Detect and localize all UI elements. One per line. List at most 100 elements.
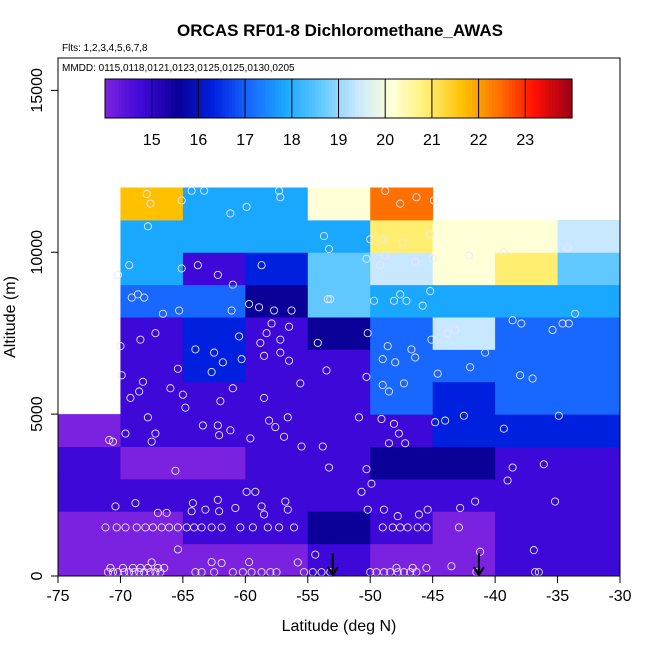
heatmap-cell — [370, 446, 434, 480]
colorbar-tick-label: 15 — [143, 132, 161, 149]
sample-point — [378, 235, 387, 244]
sample-point — [429, 196, 438, 205]
colorbar-swatch — [105, 79, 109, 118]
colorbar-swatch — [408, 79, 413, 118]
colorbar-swatch — [491, 79, 496, 118]
colorbar-swatch — [478, 79, 483, 118]
sample-point — [275, 186, 284, 195]
colorbar-swatch — [121, 79, 126, 118]
heatmap-cell — [58, 446, 121, 480]
sample-point — [378, 523, 387, 532]
heatmap-cell — [307, 414, 371, 447]
colorbar-swatch — [275, 79, 280, 118]
heatmap-cell — [245, 381, 309, 415]
colorbar-swatch — [291, 79, 296, 118]
sample-point — [248, 523, 257, 532]
sample-point — [207, 523, 216, 532]
sample-point — [418, 301, 427, 310]
x-tick-label: -50 — [359, 588, 382, 605]
heatmap-cell — [432, 543, 496, 577]
colorbar-tick-label: 20 — [376, 132, 394, 149]
heatmap-cell — [307, 284, 371, 318]
heatmap-cell — [432, 446, 496, 480]
sample-point — [563, 243, 572, 252]
sample-point — [257, 261, 266, 270]
sample-point — [117, 371, 126, 380]
sample-point — [171, 466, 180, 475]
heatmap-cell — [370, 381, 434, 415]
sample-point — [363, 329, 372, 338]
sample-point — [389, 296, 399, 305]
heatmap-cells — [58, 187, 621, 577]
sample-point — [131, 499, 140, 508]
colorbar-swatch — [448, 79, 453, 118]
x-tick-label: -65 — [171, 588, 194, 605]
sample-point — [422, 563, 431, 572]
sample-point — [311, 550, 320, 559]
sample-point — [217, 559, 226, 568]
sample-point — [378, 380, 387, 390]
x-tick-label: -35 — [546, 588, 569, 605]
heatmap-cell — [432, 511, 496, 545]
sample-point — [423, 505, 432, 514]
heatmap-cell — [557, 349, 621, 383]
sample-point — [235, 332, 244, 341]
sample-point — [227, 306, 236, 315]
sample-point — [193, 261, 202, 270]
sample-point — [570, 309, 580, 318]
sample-point — [105, 435, 114, 445]
sample-point — [200, 186, 209, 195]
heatmap-cell — [182, 284, 246, 318]
sample-point — [260, 351, 269, 360]
colorbar-swatch — [558, 79, 563, 118]
heatmap-cell — [495, 414, 559, 447]
colorbar-swatch — [281, 79, 286, 118]
colorbar — [104, 78, 573, 119]
sample-point — [118, 563, 127, 572]
heatmap-cell — [557, 478, 621, 512]
heatmap-cell — [432, 284, 496, 318]
sample-point — [366, 235, 375, 244]
colorbar-swatch — [361, 79, 366, 118]
heatmap-cell — [495, 219, 559, 253]
colorbar-swatch — [441, 79, 446, 118]
heatmap-cell — [58, 543, 121, 577]
colorbar-swatch — [481, 79, 486, 118]
sample-point — [265, 416, 274, 425]
x-tick-label: -70 — [109, 588, 132, 605]
sample-point — [187, 186, 196, 195]
heatmap-cell — [432, 349, 496, 383]
colorbar-swatch — [545, 79, 550, 118]
y-tick-label: 10000 — [29, 230, 46, 275]
sample-point — [140, 293, 149, 302]
sample-point — [210, 348, 219, 357]
sample-point — [464, 251, 473, 260]
sample-point — [443, 329, 452, 338]
colorbar-swatch — [145, 79, 149, 118]
colorbar-swatch — [415, 79, 420, 118]
sample-point — [456, 503, 465, 513]
colorbar-swatch — [351, 79, 356, 118]
sample-point — [281, 497, 290, 506]
sample-point — [275, 523, 284, 532]
heatmap-cell — [120, 381, 184, 415]
sample-point — [147, 437, 156, 446]
sample-point — [441, 416, 450, 425]
heatmap-cell — [245, 349, 309, 383]
heatmap-cell — [495, 349, 559, 383]
colorbar-swatch — [425, 79, 430, 118]
sample-point — [173, 545, 182, 554]
sample-point — [215, 431, 224, 440]
sample-point — [132, 523, 141, 532]
colorbar-swatch — [195, 79, 199, 118]
heatmap-cell — [245, 543, 309, 577]
colorbar-swatch — [285, 79, 290, 118]
colorbar-swatch — [395, 79, 400, 118]
sample-point — [198, 421, 207, 430]
colorbar-swatch — [525, 79, 530, 118]
arrows — [326, 553, 485, 577]
colorbar-swatch — [531, 79, 536, 118]
sample-point — [403, 523, 412, 532]
colorbar-swatch — [561, 79, 566, 118]
colorbar-swatch — [458, 79, 463, 118]
